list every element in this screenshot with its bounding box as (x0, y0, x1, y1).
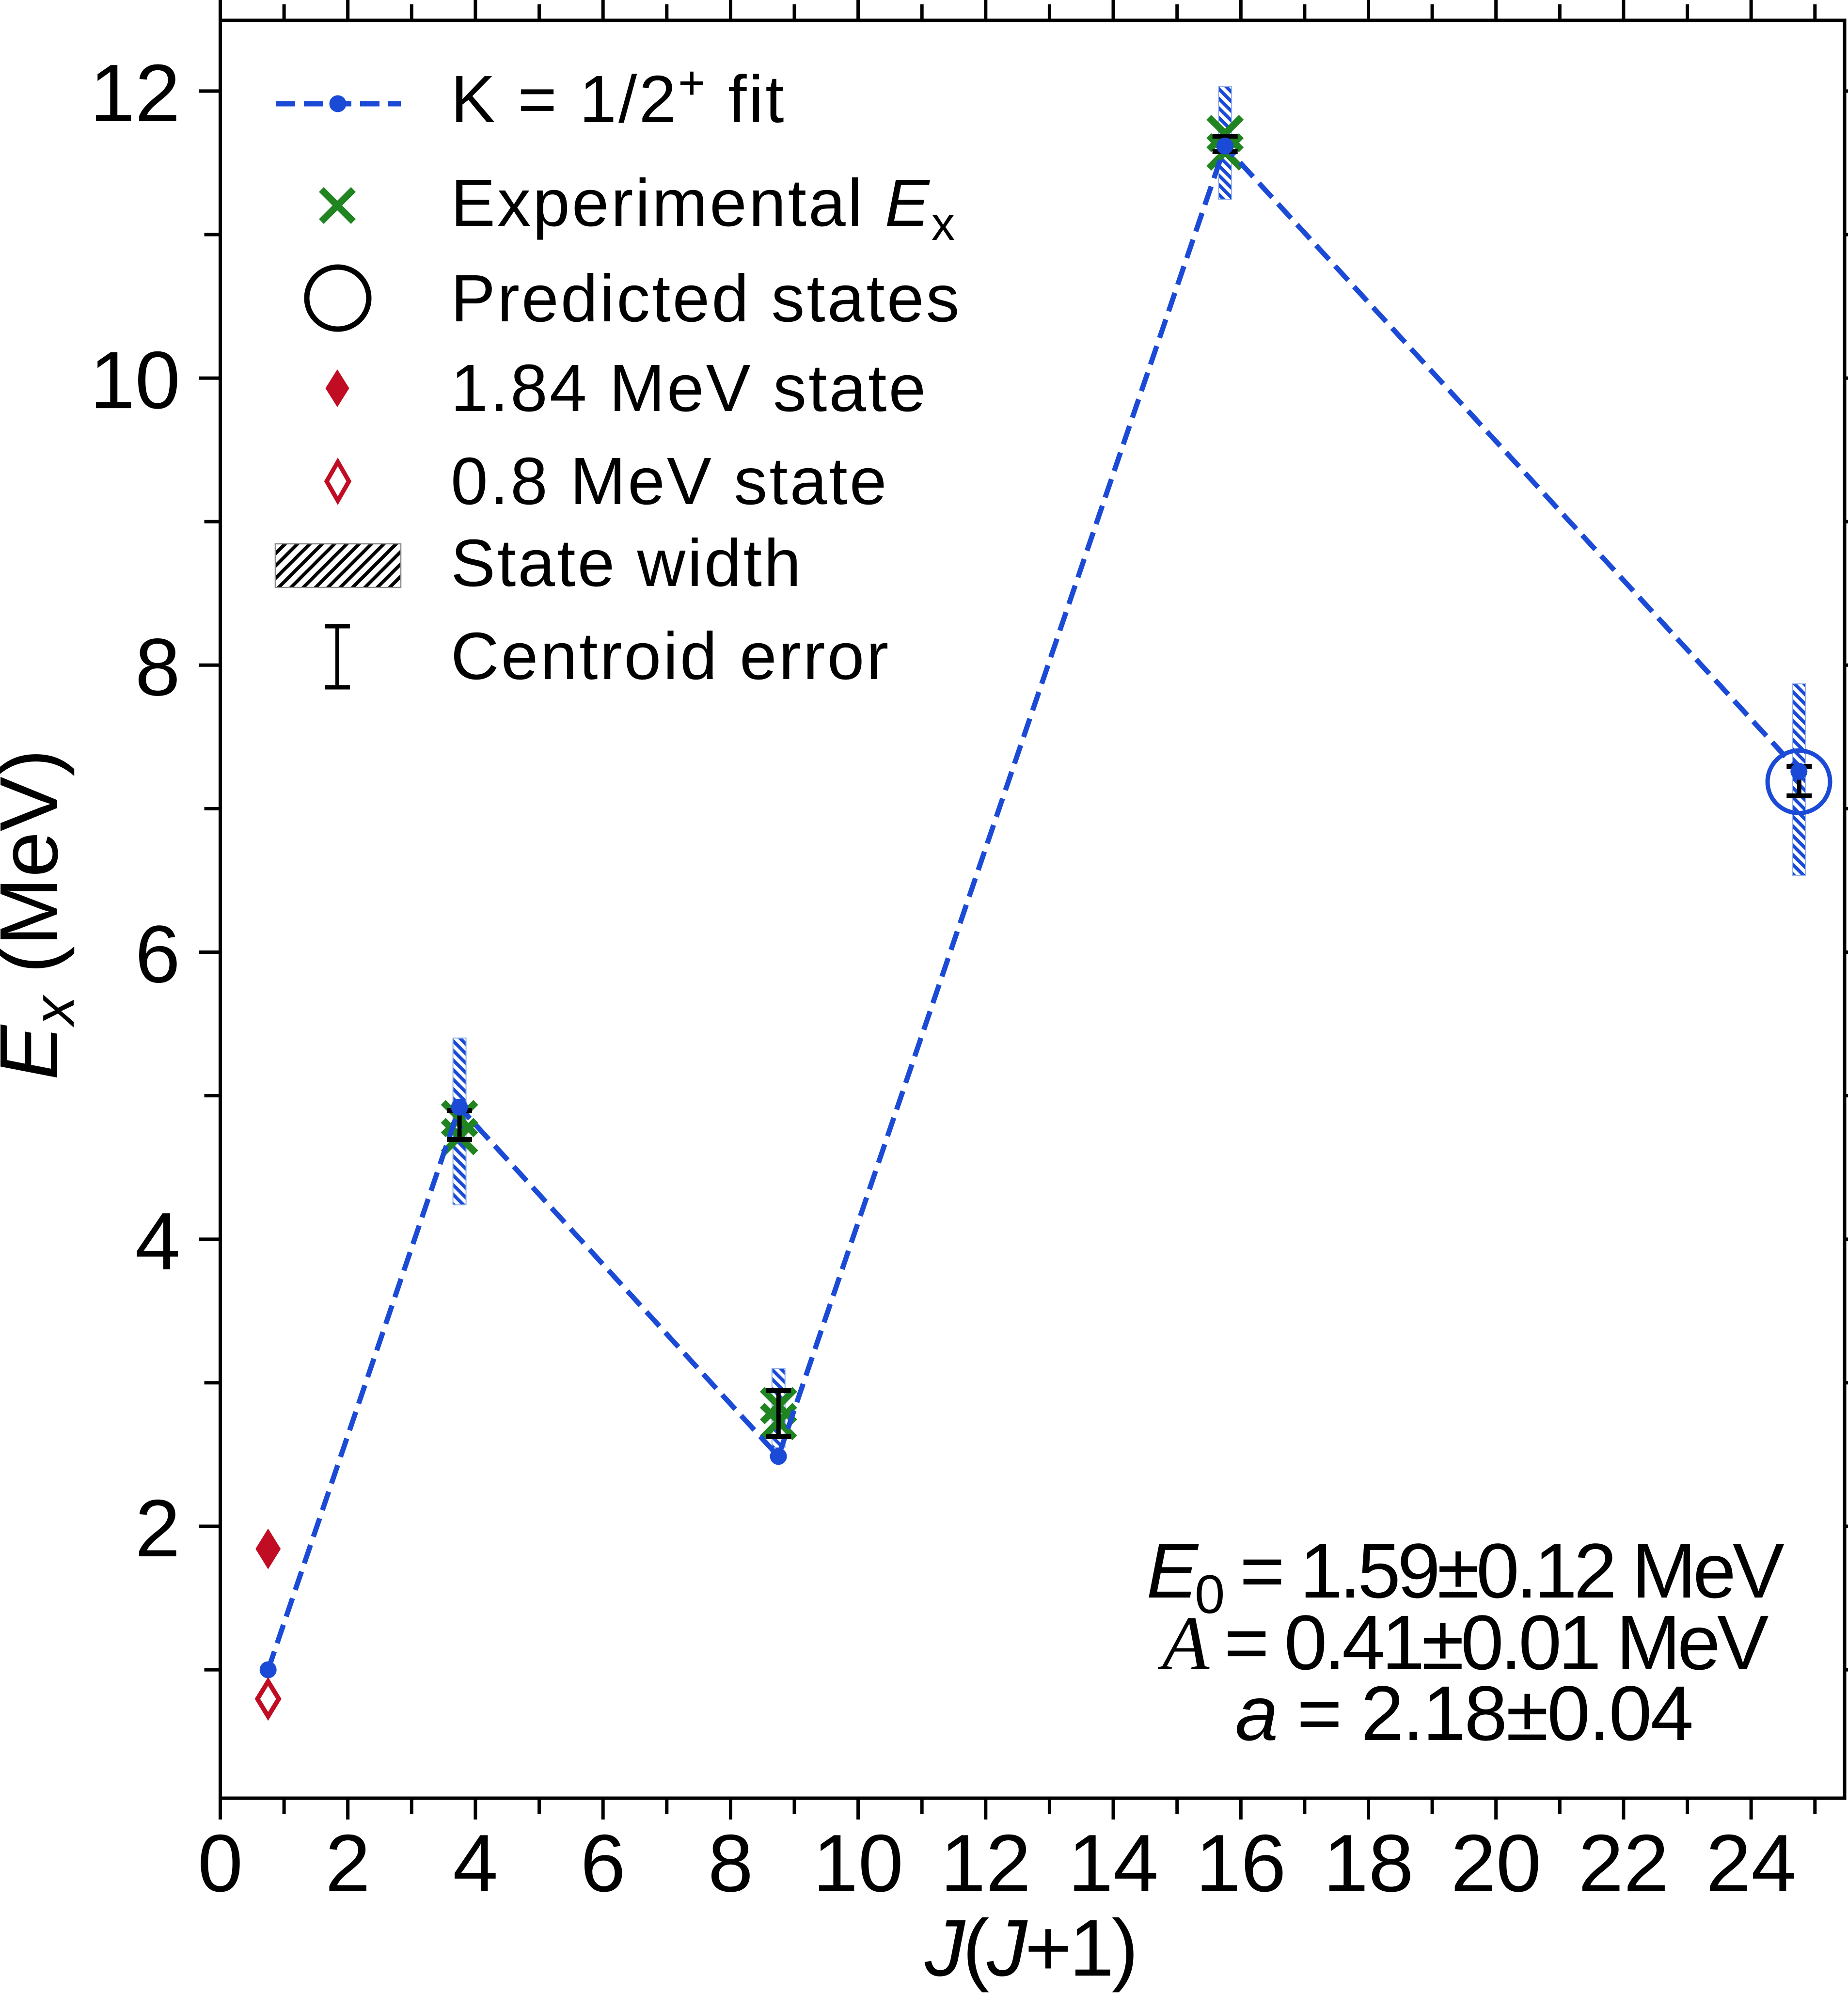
svg-text:2: 2 (135, 1483, 180, 1574)
svg-text:Predicted states: Predicted states (451, 261, 962, 336)
svg-text:14: 14 (1068, 1818, 1159, 1909)
svg-text:1.84 MeV state: 1.84 MeV state (451, 351, 928, 426)
svg-text:20: 20 (1451, 1818, 1541, 1909)
svg-text:Centroid error: Centroid error (451, 619, 890, 694)
svg-text:2: 2 (325, 1818, 370, 1909)
svg-text:a = 2.18±0.04: a = 2.18±0.04 (1235, 1670, 1692, 1757)
svg-text:A = 0.41±0.01 MeV: A = 0.41±0.01 MeV (1157, 1599, 1769, 1686)
svg-text:22: 22 (1578, 1818, 1669, 1909)
svg-text:10: 10 (90, 334, 180, 426)
svg-text:24: 24 (1706, 1818, 1797, 1909)
svg-text:J(J+1): J(J+1) (924, 1903, 1136, 1993)
svg-text:16: 16 (1196, 1818, 1286, 1909)
svg-text:8: 8 (135, 621, 180, 712)
svg-text:Experimental Ex: Experimental Ex (451, 166, 957, 250)
svg-text:12: 12 (940, 1818, 1031, 1909)
svg-text:12: 12 (90, 47, 180, 139)
svg-text:6: 6 (580, 1818, 625, 1909)
svg-text:0.8 MeV state: 0.8 MeV state (451, 444, 888, 519)
svg-text:Ex (MeV): Ex (MeV) (0, 749, 86, 1080)
svg-text:0: 0 (198, 1818, 243, 1909)
svg-text:State width: State width (451, 526, 803, 601)
svg-text:18: 18 (1323, 1818, 1414, 1909)
svg-text:4: 4 (135, 1196, 180, 1287)
svg-text:K = 1/2+ fit: K = 1/2+ fit (451, 56, 786, 137)
svg-text:8: 8 (708, 1818, 753, 1909)
svg-text:10: 10 (813, 1818, 903, 1909)
svg-text:6: 6 (135, 909, 180, 1000)
svg-text:E0 = 1.59±0.12 MeV: E0 = 1.59±0.12 MeV (1146, 1527, 1785, 1625)
svg-text:4: 4 (453, 1818, 498, 1909)
